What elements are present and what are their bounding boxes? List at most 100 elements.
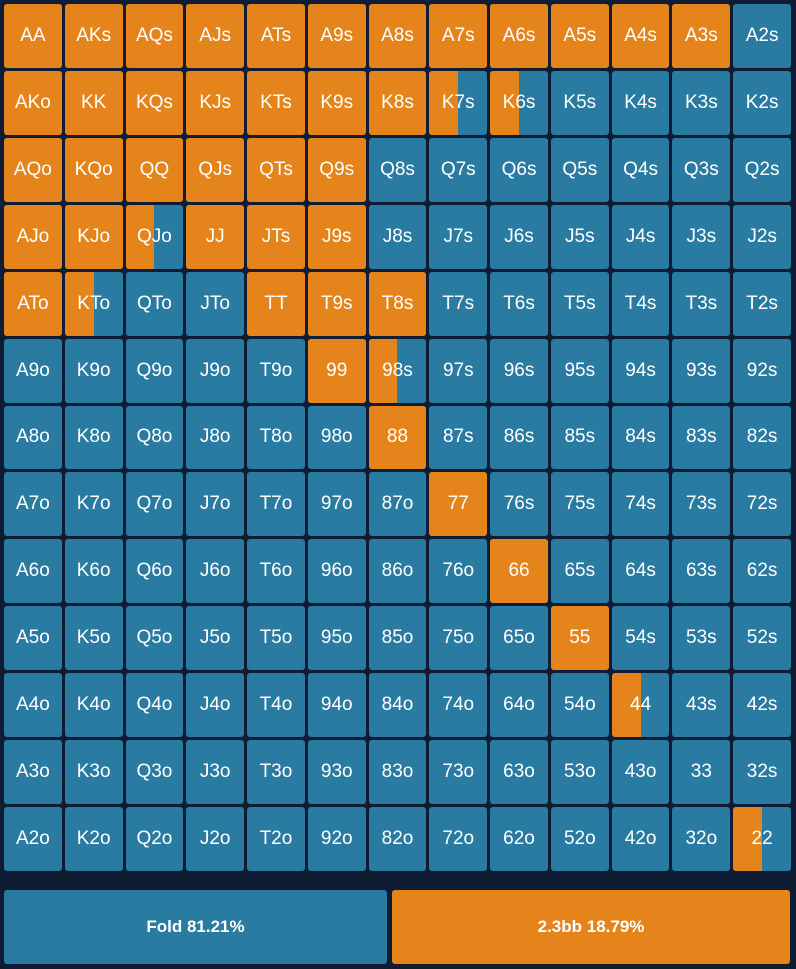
hand-cell[interactable]: Q7s: [429, 137, 488, 202]
hand-cell[interactable]: 63o: [490, 740, 548, 805]
hand-cell[interactable]: A2o: [4, 807, 62, 871]
hand-cell[interactable]: 33: [672, 740, 731, 805]
hand-cell[interactable]: T8s: [368, 271, 427, 336]
hand-cell[interactable]: 92o: [307, 807, 366, 871]
hand-cell[interactable]: A2s: [733, 4, 791, 68]
hand-cell[interactable]: J9s: [307, 204, 366, 269]
hand-cell[interactable]: AKo: [4, 70, 62, 135]
hand-cell[interactable]: Q5o: [125, 606, 184, 671]
hand-cell[interactable]: 84s: [611, 405, 670, 470]
hand-cell[interactable]: 82o: [368, 807, 427, 871]
hand-cell[interactable]: T3s: [672, 271, 731, 336]
hand-cell[interactable]: 77: [429, 472, 488, 537]
hand-cell[interactable]: KTs: [247, 70, 305, 135]
hand-cell[interactable]: A9s: [307, 4, 366, 68]
hand-cell[interactable]: J7s: [429, 204, 488, 269]
hand-cell[interactable]: AJo: [4, 204, 62, 269]
hand-cell[interactable]: AJs: [186, 4, 245, 68]
hand-cell[interactable]: 86s: [490, 405, 548, 470]
hand-cell[interactable]: ATs: [247, 4, 305, 68]
hand-cell[interactable]: T7s: [429, 271, 488, 336]
hand-cell[interactable]: 88: [368, 405, 427, 470]
hand-cell[interactable]: 44: [611, 673, 670, 738]
hand-cell[interactable]: K5s: [550, 70, 609, 135]
hand-cell[interactable]: Q2o: [125, 807, 184, 871]
hand-cell[interactable]: 55: [550, 606, 609, 671]
hand-cell[interactable]: 53o: [550, 740, 609, 805]
hand-cell[interactable]: KJs: [186, 70, 245, 135]
hand-cell[interactable]: 65s: [550, 539, 609, 604]
hand-cell[interactable]: K6o: [64, 539, 123, 604]
hand-cell[interactable]: Q5s: [550, 137, 609, 202]
hand-cell[interactable]: KQs: [125, 70, 184, 135]
hand-cell[interactable]: KTo: [64, 271, 123, 336]
hand-cell[interactable]: 64o: [490, 673, 548, 738]
hand-cell[interactable]: TT: [247, 271, 305, 336]
hand-cell[interactable]: Q3s: [672, 137, 731, 202]
hand-cell[interactable]: KK: [64, 70, 123, 135]
hand-cell[interactable]: T6o: [247, 539, 305, 604]
hand-cell[interactable]: A8s: [368, 4, 427, 68]
hand-cell[interactable]: 74s: [611, 472, 670, 537]
hand-cell[interactable]: J3s: [672, 204, 731, 269]
hand-cell[interactable]: J5s: [550, 204, 609, 269]
hand-cell[interactable]: T4s: [611, 271, 670, 336]
hand-cell[interactable]: 54o: [550, 673, 609, 738]
hand-cell[interactable]: J6s: [490, 204, 548, 269]
hand-cell[interactable]: AQo: [4, 137, 62, 202]
hand-cell[interactable]: 52o: [550, 807, 609, 871]
hand-cell[interactable]: 92s: [733, 338, 791, 403]
hand-cell[interactable]: J5o: [186, 606, 245, 671]
hand-cell[interactable]: 76o: [429, 539, 488, 604]
hand-cell[interactable]: J3o: [186, 740, 245, 805]
hand-cell[interactable]: K3o: [64, 740, 123, 805]
hand-cell[interactable]: 98s: [368, 338, 427, 403]
hand-cell[interactable]: T2s: [733, 271, 791, 336]
hand-cell[interactable]: QTo: [125, 271, 184, 336]
hand-cell[interactable]: K2o: [64, 807, 123, 871]
hand-cell[interactable]: JTs: [247, 204, 305, 269]
hand-cell[interactable]: T4o: [247, 673, 305, 738]
hand-cell[interactable]: T5s: [550, 271, 609, 336]
hand-cell[interactable]: 96o: [307, 539, 366, 604]
hand-cell[interactable]: K4s: [611, 70, 670, 135]
hand-cell[interactable]: A3s: [672, 4, 731, 68]
hand-cell[interactable]: JTo: [186, 271, 245, 336]
hand-cell[interactable]: T2o: [247, 807, 305, 871]
hand-cell[interactable]: QJo: [125, 204, 184, 269]
hand-cell[interactable]: J2o: [186, 807, 245, 871]
hand-cell[interactable]: T7o: [247, 472, 305, 537]
hand-cell[interactable]: 96s: [490, 338, 548, 403]
hand-cell[interactable]: 65o: [490, 606, 548, 671]
hand-cell[interactable]: K4o: [64, 673, 123, 738]
hand-cell[interactable]: ATo: [4, 271, 62, 336]
hand-cell[interactable]: Q9s: [307, 137, 366, 202]
hand-cell[interactable]: 76s: [490, 472, 548, 537]
hand-cell[interactable]: K3s: [672, 70, 731, 135]
hand-cell[interactable]: K5o: [64, 606, 123, 671]
hand-cell[interactable]: Q8s: [368, 137, 427, 202]
raise-action-button[interactable]: 2.3bb 18.79%: [392, 890, 790, 964]
hand-cell[interactable]: 83o: [368, 740, 427, 805]
hand-cell[interactable]: A4o: [4, 673, 62, 738]
hand-cell[interactable]: 72o: [429, 807, 488, 871]
hand-cell[interactable]: 73s: [672, 472, 731, 537]
hand-cell[interactable]: QJs: [186, 137, 245, 202]
hand-cell[interactable]: A4s: [611, 4, 670, 68]
hand-cell[interactable]: Q8o: [125, 405, 184, 470]
hand-cell[interactable]: A8o: [4, 405, 62, 470]
hand-cell[interactable]: 32s: [733, 740, 791, 805]
hand-cell[interactable]: J4o: [186, 673, 245, 738]
hand-cell[interactable]: QTs: [247, 137, 305, 202]
hand-cell[interactable]: 75o: [429, 606, 488, 671]
hand-cell[interactable]: Q6o: [125, 539, 184, 604]
hand-cell[interactable]: T5o: [247, 606, 305, 671]
hand-cell[interactable]: 52s: [733, 606, 791, 671]
hand-cell[interactable]: 66: [490, 539, 548, 604]
hand-cell[interactable]: K6s: [490, 70, 548, 135]
hand-cell[interactable]: Q7o: [125, 472, 184, 537]
hand-cell[interactable]: 85s: [550, 405, 609, 470]
hand-cell[interactable]: 42o: [611, 807, 670, 871]
hand-cell[interactable]: 53s: [672, 606, 731, 671]
hand-cell[interactable]: T9s: [307, 271, 366, 336]
